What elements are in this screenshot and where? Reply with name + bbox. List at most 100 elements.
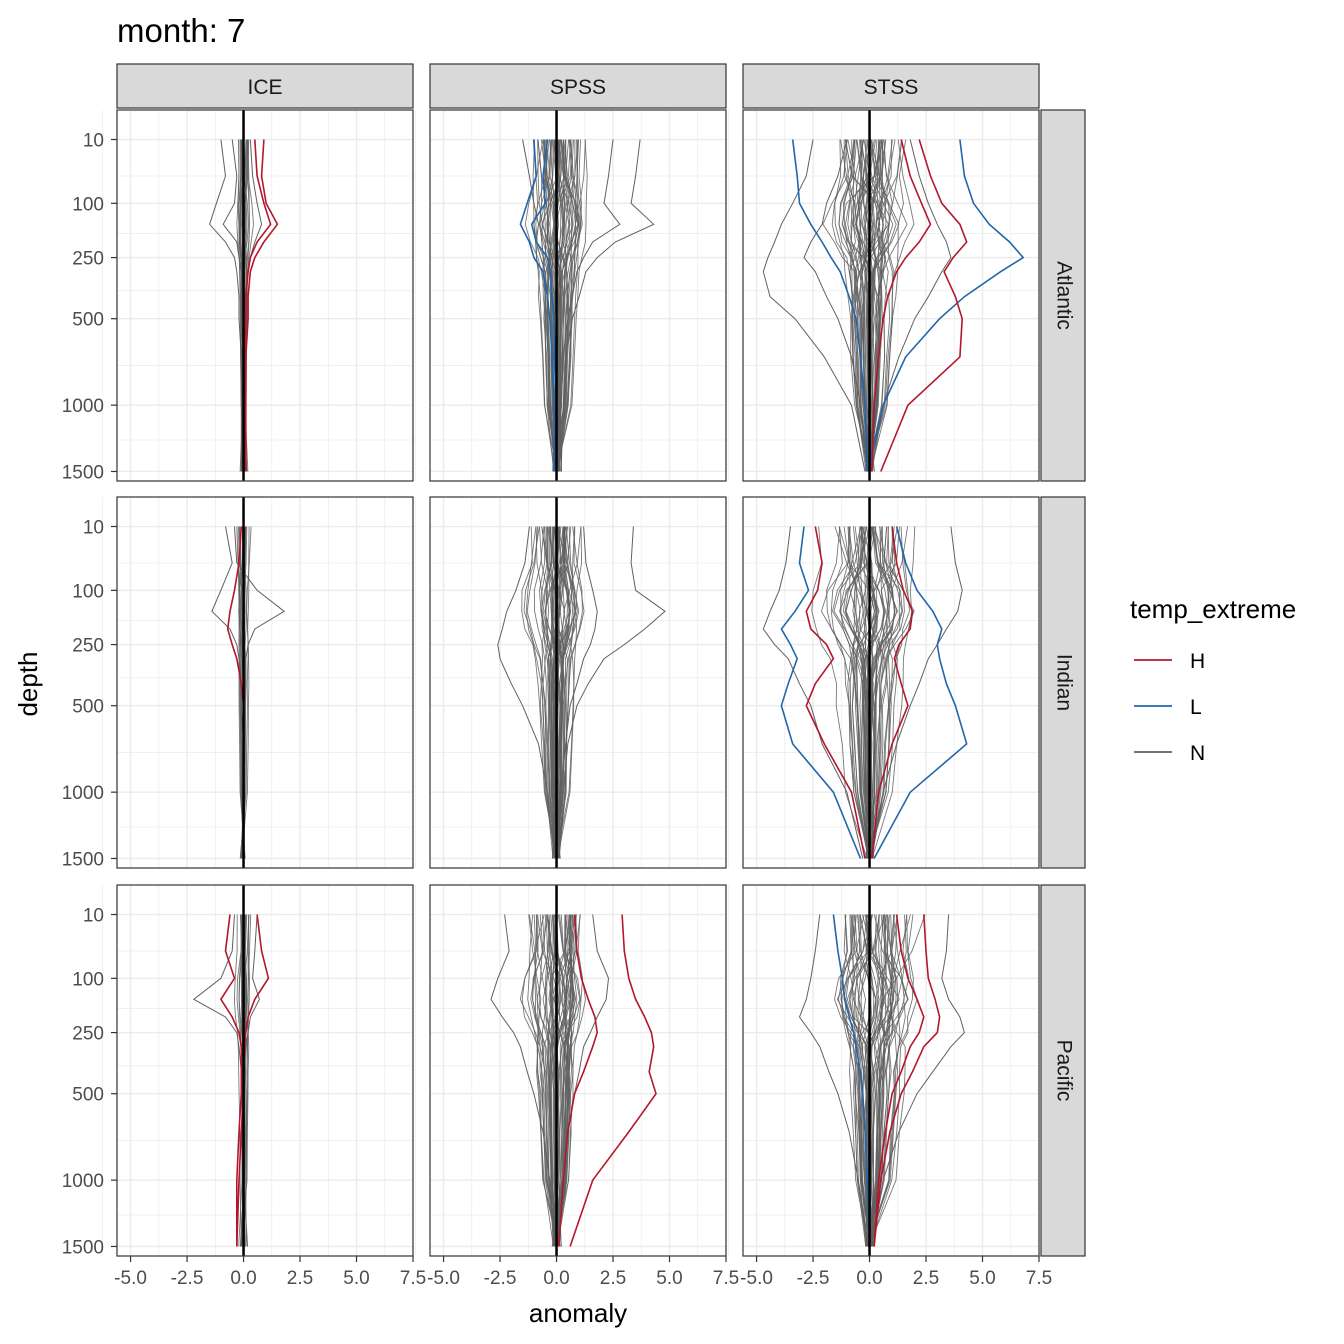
panel-indian-spss [414,496,727,869]
series-line-n [826,526,869,859]
panel-border [429,496,727,869]
series-line-n [865,526,900,859]
x-tick-label: -5.0 [114,1268,147,1289]
series-line-n [868,526,890,859]
series-line-n [820,526,871,859]
series-line-n [869,139,887,472]
strip-background [429,63,727,109]
series-line-n [867,526,909,859]
series-line-n [558,526,598,859]
series-line-n [539,526,555,859]
legend: temp_extreme HLN [1130,594,1296,765]
series-line-n [866,139,908,472]
panel-border [429,884,727,1257]
series-line-n [535,526,557,859]
series-line-n [871,139,952,472]
panel-background [430,885,726,1256]
panels-layer: ICE SPSS STSS Atlantic Indian Pacific [101,63,1086,1257]
y-tick-label: 10 [83,906,104,927]
x-tick-label: 2.5 [913,1268,939,1289]
series-line-n [841,914,870,1247]
series-line-n [557,139,571,472]
series-line-n [847,139,870,472]
strip-label: Atlantic [1052,261,1075,330]
panel-indian-stss [727,496,1040,869]
x-tick-label: 2.5 [600,1268,626,1289]
series-line-n [867,139,880,472]
y-tick-label: 500 [72,310,104,331]
series-line-h [873,914,941,1247]
strip-pacific: Pacific [1040,884,1086,1257]
x-axis-label: anomaly [529,1298,627,1328]
x-tick-label: 7.5 [1026,1268,1052,1289]
series-line-h [871,526,914,859]
panel-border [116,109,414,482]
profile-lines [490,914,657,1247]
x-tick-label: 7.5 [400,1268,426,1289]
series-line-n [497,526,555,859]
series-line-n [844,139,868,472]
series-line-n [550,526,560,859]
series-line-n [822,139,870,472]
y-tick-label: 100 [72,194,104,215]
x-tick-label: 0.0 [856,1268,882,1289]
strip-label: Pacific [1052,1040,1075,1102]
series-line-n [798,914,868,1247]
series-line-n [844,139,881,472]
panel-background [117,110,413,481]
legend-label-l: L [1190,696,1202,719]
strip-label: STSS [864,76,919,99]
series-line-h [880,139,968,472]
x-tick-label: 5.0 [343,1268,369,1289]
x-tick-label: 2.5 [287,1268,313,1289]
series-line-n [830,526,870,859]
series-line-n [490,914,555,1247]
series-line-l [530,139,558,472]
profile-lines [762,139,1025,472]
series-line-h [558,914,599,1247]
series-line-n [762,139,866,472]
series-line-n [556,526,583,859]
series-line-n [867,914,907,1247]
series-line-n [868,526,895,859]
series-line-n [852,914,880,1247]
series-line-n [845,526,873,859]
series-line-n [868,914,893,1247]
series-line-h [569,914,657,1247]
y-tick-label: 100 [72,969,104,990]
panel-border [429,109,727,482]
strip-background [1040,496,1086,869]
series-line-n [865,526,915,859]
y-tick-label: 500 [72,1085,104,1106]
y-tick-label: 1000 [62,1171,104,1192]
series-line-n [557,526,583,859]
strip-background [742,63,1040,109]
series-line-h [245,139,279,472]
y-tick-label: 500 [72,697,104,718]
x-tick-label: 7.5 [713,1268,739,1289]
series-line-n [854,914,872,1247]
series-line-n [547,139,555,472]
x-tick-label: -2.5 [484,1268,517,1289]
series-line-n [831,139,867,472]
strip-label: Indian [1052,654,1075,711]
x-tick-label: -5.0 [740,1268,773,1289]
series-line-n [871,914,965,1247]
series-line-n [871,526,963,859]
series-line-n [853,139,877,472]
series-line-n [866,526,898,859]
series-line-n [537,139,559,472]
series-line-l [780,526,862,859]
series-line-n [872,139,883,472]
x-tick-label: -5.0 [427,1268,460,1289]
series-line-h [871,139,932,472]
y-tick-label: 10 [83,131,104,152]
series-line-n [833,526,872,859]
series-line-n [544,526,568,859]
series-line-n [868,914,898,1247]
series-line-n [558,139,621,472]
x-tick-label: 5.0 [969,1268,995,1289]
series-line-n [865,139,874,472]
series-line-n [842,914,869,1247]
series-line-h [219,914,243,1247]
